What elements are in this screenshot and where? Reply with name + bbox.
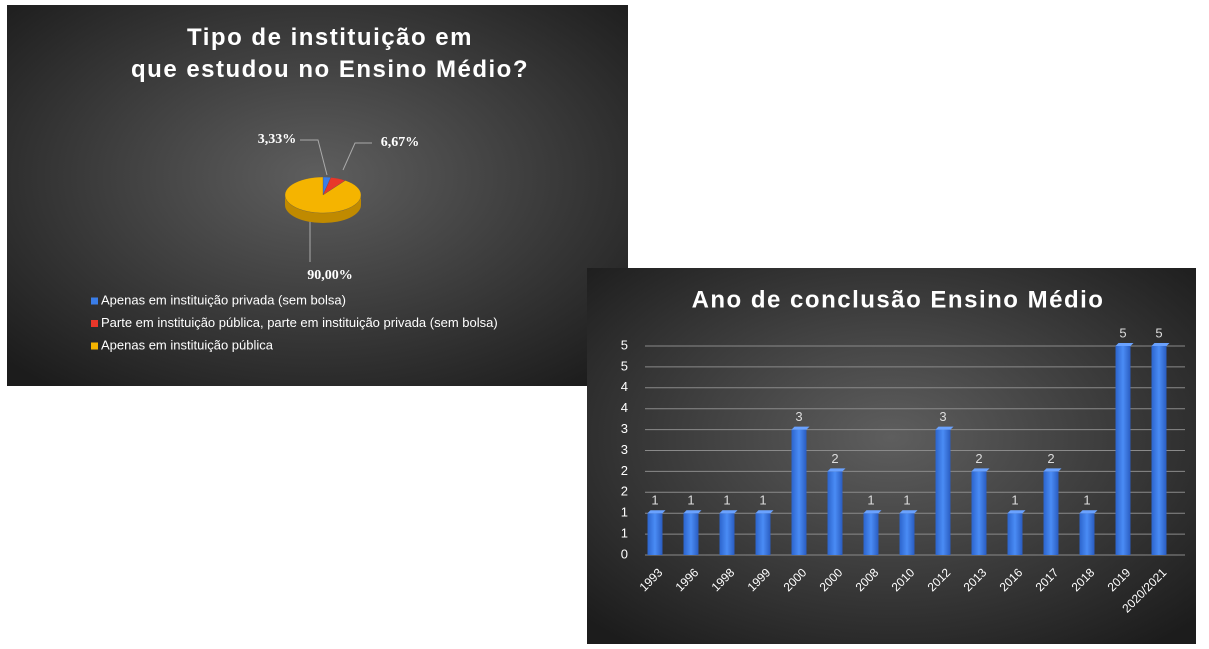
bar <box>899 513 915 555</box>
legend-swatch <box>91 297 98 305</box>
bar <box>647 513 663 555</box>
y-tick-label: 0 <box>621 546 628 561</box>
bar <box>827 471 843 555</box>
data-label: 3 <box>795 409 802 424</box>
y-tick-label: 2 <box>621 463 628 478</box>
bar <box>719 513 735 555</box>
bar-top <box>791 426 810 430</box>
bar-top <box>863 510 882 514</box>
legend-swatch <box>91 320 98 327</box>
bar-top <box>1007 510 1026 514</box>
data-label: 1 <box>723 493 730 508</box>
bar-top <box>935 426 954 430</box>
y-tick-label: 1 <box>621 505 628 520</box>
bar <box>1115 346 1131 555</box>
bar-chart-background <box>587 268 1196 644</box>
data-label: 6,67% <box>381 135 420 150</box>
bar-top <box>1079 510 1098 514</box>
bar <box>1079 513 1095 555</box>
leader-line <box>300 139 328 176</box>
y-tick-label: 3 <box>621 442 628 457</box>
data-label: 5 <box>1155 325 1162 340</box>
y-tick-label: 3 <box>621 421 628 436</box>
data-label: 1 <box>759 493 766 508</box>
legend-label: Apenas em instituição privada (sem bolsa… <box>101 292 346 307</box>
bar-top <box>827 468 846 472</box>
bar <box>1007 513 1023 555</box>
bar <box>971 471 987 555</box>
chart-title: Tipo de instituição em que estudou no Ens… <box>131 24 529 83</box>
bar-top <box>1151 343 1170 346</box>
data-label: 2 <box>1047 451 1054 466</box>
bar-top <box>1043 468 1062 472</box>
data-label: 1 <box>867 493 874 508</box>
bar <box>755 513 771 555</box>
bar-top <box>971 468 990 472</box>
legend-label: Apenas em instituição pública <box>101 337 274 352</box>
data-label: 90,00% <box>307 268 353 283</box>
y-tick-label: 5 <box>621 358 628 373</box>
data-label: 3,33% <box>258 132 297 147</box>
bar <box>1151 346 1167 555</box>
pie-side <box>285 195 361 223</box>
pie-slice <box>284 176 362 214</box>
bar-top <box>647 510 666 514</box>
data-label: 1 <box>1011 493 1018 508</box>
chart-title: Ano de conclusão Ensino Médio <box>692 286 1105 313</box>
legend-swatch <box>91 342 98 350</box>
y-tick-label: 2 <box>621 484 628 499</box>
data-label: 3 <box>939 409 946 424</box>
data-label: 2 <box>975 451 982 466</box>
bar-top <box>755 510 774 514</box>
y-tick-label: 5 <box>621 337 628 352</box>
bar-top <box>1115 343 1134 346</box>
data-label: 1 <box>687 493 694 508</box>
data-label: 1 <box>651 493 658 508</box>
bar-top <box>899 510 918 514</box>
bar <box>935 429 951 555</box>
bar <box>683 513 699 555</box>
bar-top <box>719 510 738 514</box>
bar <box>791 429 807 555</box>
legend-label: Parte em instituição pública, parte em i… <box>101 315 498 330</box>
bar <box>863 513 879 555</box>
y-tick-label: 1 <box>621 526 628 541</box>
data-label: 2 <box>831 451 838 466</box>
y-tick-label: 4 <box>621 400 628 415</box>
leader-line <box>342 142 372 171</box>
bar <box>1043 471 1059 555</box>
data-label: 5 <box>1119 325 1126 340</box>
data-label: 1 <box>1083 493 1090 508</box>
data-label: 1 <box>903 493 910 508</box>
y-tick-label: 4 <box>621 379 628 394</box>
bar-top <box>683 510 702 514</box>
